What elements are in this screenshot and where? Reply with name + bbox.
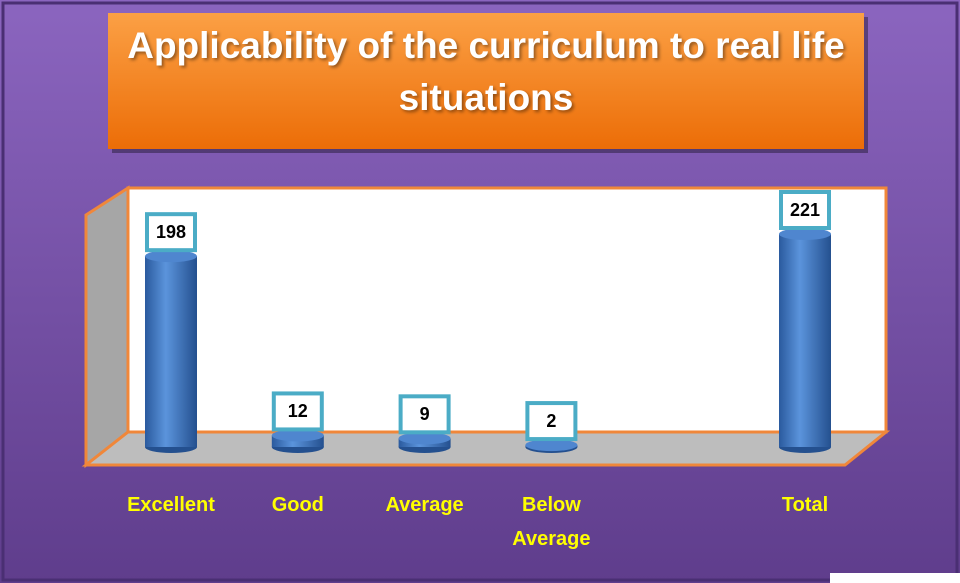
bar-body — [145, 256, 197, 447]
bar — [779, 228, 831, 453]
value-label-box — [525, 401, 578, 442]
value-label: 12 — [288, 401, 308, 421]
value-label-box — [398, 394, 451, 435]
bar-body — [779, 234, 831, 447]
x-tick-label: Average — [385, 494, 464, 516]
x-tick-wrap: Below Average — [512, 494, 591, 550]
value-label: 221 — [790, 200, 820, 220]
bar-top — [779, 228, 831, 240]
back-wall — [126, 186, 888, 434]
bar — [145, 250, 197, 453]
floor — [81, 430, 891, 467]
value-label: 2 — [546, 411, 556, 431]
x-tick-label: Total — [781, 494, 829, 516]
title-box — [108, 13, 864, 149]
bar-top — [271, 429, 324, 442]
chart-title: Applicability of the curriculum to real … — [127, 25, 845, 118]
x-tick-wrap: Good — [271, 494, 324, 516]
value-label: 9 — [420, 404, 430, 424]
corner-patch — [830, 573, 960, 583]
x-tick-wrap: Total — [781, 494, 829, 516]
value-label-box — [779, 190, 831, 230]
bar-top — [398, 432, 451, 445]
x-tick-wrap: Excellent — [127, 494, 215, 516]
value-label-box — [145, 212, 197, 253]
x-tick-wrap: Average — [385, 494, 464, 516]
x-tick-label: Excellent — [127, 494, 215, 516]
value-label-box — [271, 391, 324, 432]
bar — [271, 429, 324, 453]
bar-top — [145, 250, 197, 263]
value-label: 198 — [156, 222, 186, 242]
bar — [398, 432, 451, 453]
bar-top — [525, 439, 578, 452]
side-wall — [84, 185, 130, 469]
x-tick-label: Good — [271, 494, 324, 516]
x-tick-label: Below Average — [512, 494, 591, 550]
title-wrap: Applicability of the curriculum to real … — [127, 25, 845, 118]
bar — [525, 439, 578, 453]
